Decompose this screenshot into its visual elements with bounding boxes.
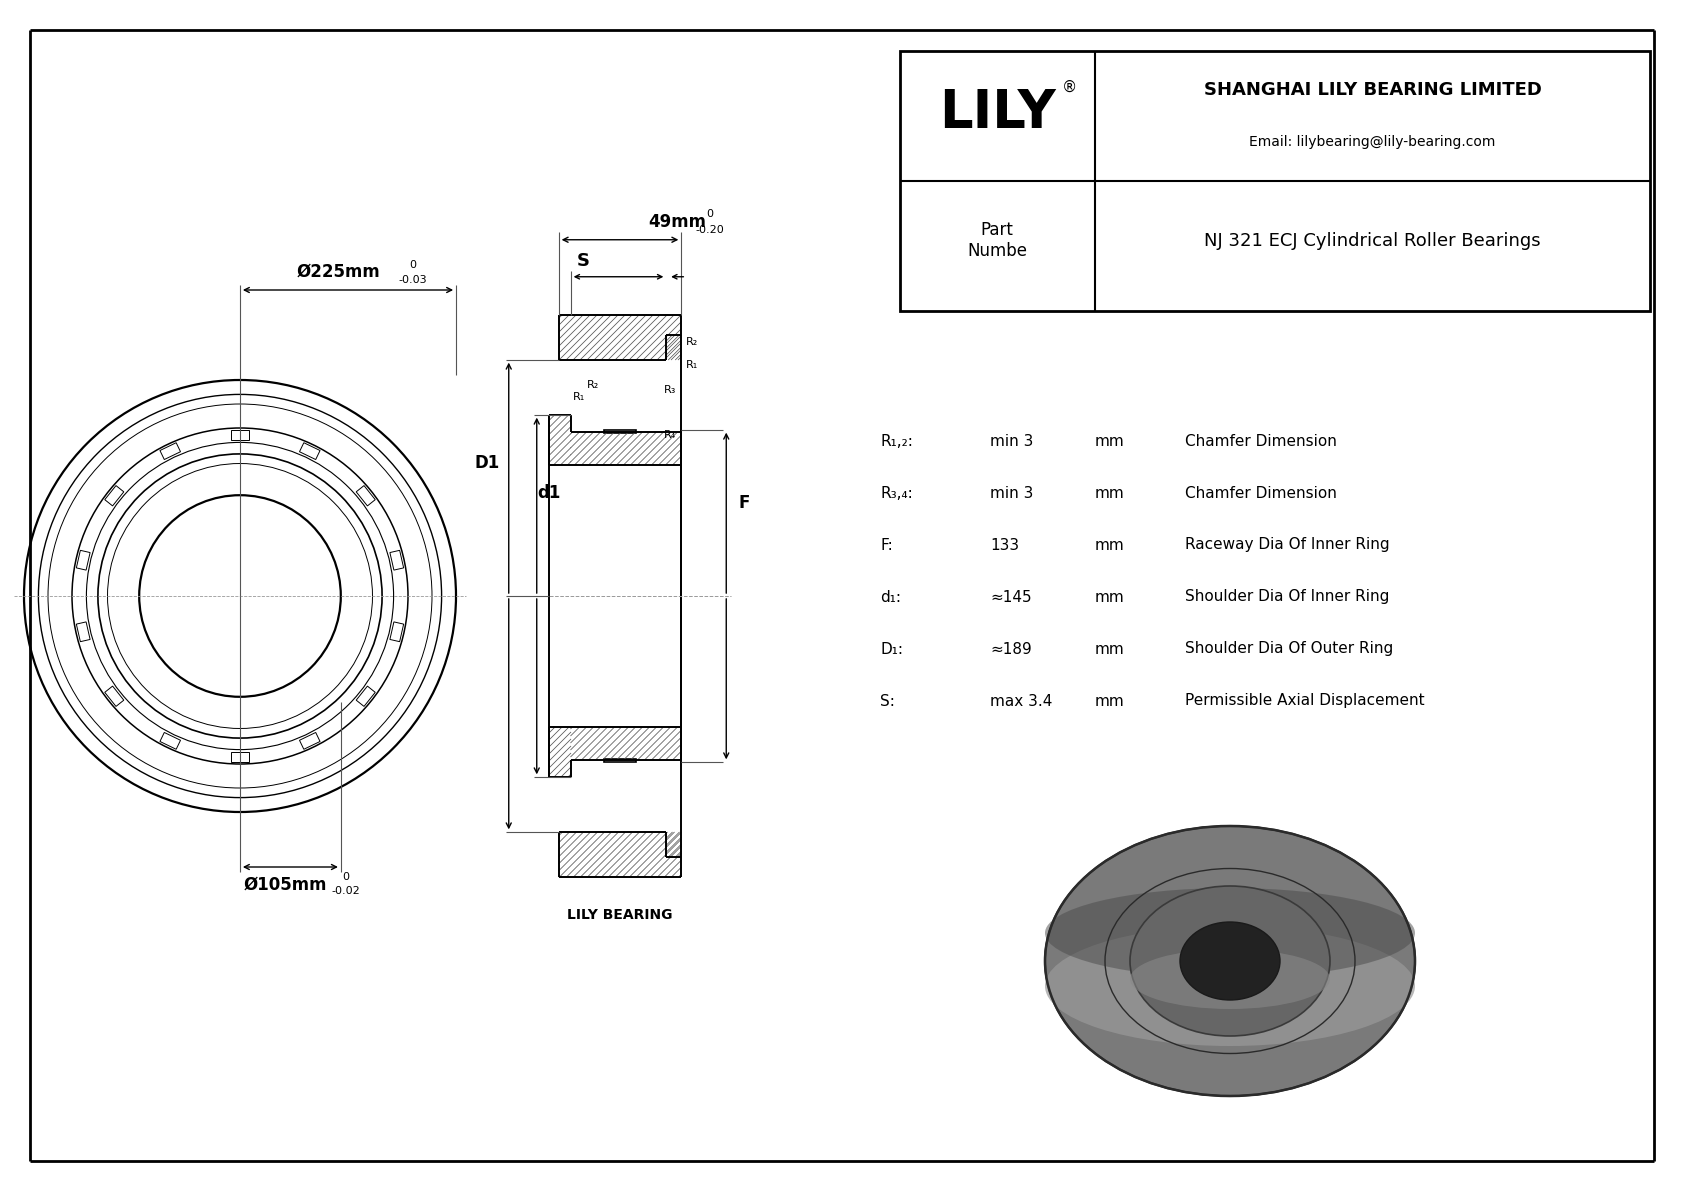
- Ellipse shape: [1046, 925, 1415, 1046]
- Ellipse shape: [1130, 949, 1330, 1009]
- Text: mm: mm: [1095, 590, 1125, 605]
- Bar: [104, 486, 125, 506]
- Text: mm: mm: [1095, 537, 1125, 553]
- Text: mm: mm: [1095, 486, 1125, 500]
- Text: SHANGHAI LILY BEARING LIMITED: SHANGHAI LILY BEARING LIMITED: [1204, 81, 1541, 99]
- Text: D1: D1: [475, 454, 500, 472]
- Text: LILY: LILY: [938, 87, 1056, 139]
- Text: d1: d1: [537, 485, 561, 503]
- Text: Ø225mm: Ø225mm: [296, 263, 381, 281]
- Text: Part
Numbe: Part Numbe: [967, 222, 1027, 260]
- Text: -0.02: -0.02: [332, 886, 360, 896]
- Text: Chamfer Dimension: Chamfer Dimension: [1186, 434, 1337, 449]
- Text: R₃,₄:: R₃,₄:: [881, 486, 913, 500]
- Text: F:: F:: [881, 537, 893, 553]
- Text: -0.20: -0.20: [695, 225, 724, 235]
- Ellipse shape: [1130, 886, 1330, 1036]
- Text: NJ 321 ECJ Cylindrical Roller Bearings: NJ 321 ECJ Cylindrical Roller Bearings: [1204, 232, 1541, 250]
- Bar: [391, 622, 404, 642]
- Bar: [300, 732, 320, 749]
- Text: d₁:: d₁:: [881, 590, 901, 605]
- Text: R₂: R₂: [586, 380, 600, 389]
- Text: S: S: [578, 251, 589, 269]
- Bar: [76, 550, 91, 570]
- Text: min 3: min 3: [990, 486, 1034, 500]
- Text: F: F: [739, 494, 749, 512]
- Text: Email: lilybearing@lily-bearing.com: Email: lilybearing@lily-bearing.com: [1250, 135, 1495, 149]
- Text: mm: mm: [1095, 693, 1125, 709]
- Bar: [605, 759, 637, 762]
- Bar: [605, 430, 637, 432]
- Text: max 3.4: max 3.4: [990, 693, 1052, 709]
- Text: S:: S:: [881, 693, 894, 709]
- Text: R₁: R₁: [573, 392, 584, 401]
- Bar: [231, 752, 249, 762]
- Text: 0: 0: [707, 208, 714, 219]
- Text: 49mm: 49mm: [648, 213, 706, 231]
- Text: 0: 0: [409, 260, 416, 270]
- Text: Raceway Dia Of Inner Ring: Raceway Dia Of Inner Ring: [1186, 537, 1389, 553]
- Text: mm: mm: [1095, 642, 1125, 656]
- Text: ®: ®: [1063, 80, 1078, 95]
- Bar: [357, 686, 376, 706]
- Text: D₁:: D₁:: [881, 642, 903, 656]
- Ellipse shape: [1046, 888, 1415, 978]
- Text: Ø105mm: Ø105mm: [244, 877, 327, 894]
- Text: R₂: R₂: [687, 337, 699, 347]
- Bar: [104, 686, 125, 706]
- Text: ≈189: ≈189: [990, 642, 1032, 656]
- Text: -0.03: -0.03: [399, 275, 428, 285]
- Text: mm: mm: [1095, 434, 1125, 449]
- Text: ≈145: ≈145: [990, 590, 1032, 605]
- Bar: [231, 430, 249, 441]
- Text: Shoulder Dia Of Inner Ring: Shoulder Dia Of Inner Ring: [1186, 590, 1389, 605]
- Bar: [160, 732, 180, 749]
- Bar: [300, 443, 320, 460]
- Text: LILY BEARING: LILY BEARING: [568, 909, 672, 922]
- Text: 0: 0: [342, 872, 349, 883]
- Text: R₁,₂:: R₁,₂:: [881, 434, 913, 449]
- Text: Permissible Axial Displacement: Permissible Axial Displacement: [1186, 693, 1425, 709]
- Bar: [76, 622, 91, 642]
- Text: Chamfer Dimension: Chamfer Dimension: [1186, 486, 1337, 500]
- Text: min 3: min 3: [990, 434, 1034, 449]
- Text: R₃: R₃: [663, 385, 677, 394]
- Text: R₁: R₁: [687, 360, 699, 369]
- Bar: [899, 51, 1650, 311]
- Text: Shoulder Dia Of Outer Ring: Shoulder Dia Of Outer Ring: [1186, 642, 1393, 656]
- Ellipse shape: [1046, 827, 1415, 1096]
- Bar: [160, 443, 180, 460]
- Text: R₄: R₄: [663, 430, 677, 439]
- Bar: [391, 550, 404, 570]
- Bar: [357, 486, 376, 506]
- Ellipse shape: [1180, 922, 1280, 1000]
- Text: 133: 133: [990, 537, 1019, 553]
